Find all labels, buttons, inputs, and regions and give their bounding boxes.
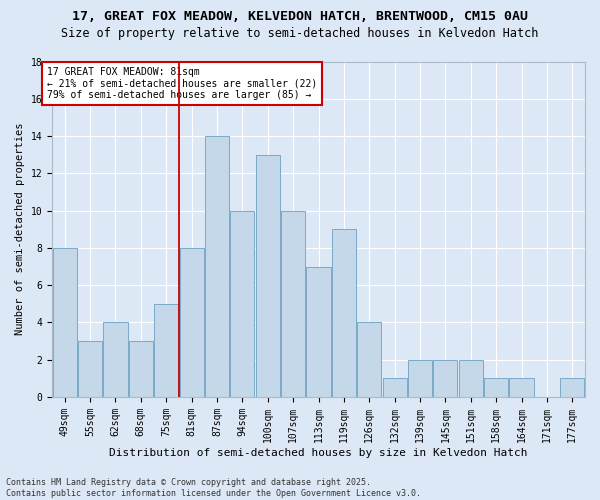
Bar [256, 154, 280, 397]
Bar [53, 248, 77, 397]
Y-axis label: Number of semi-detached properties: Number of semi-detached properties [15, 123, 25, 336]
Bar [154, 304, 178, 397]
Bar [357, 322, 382, 397]
X-axis label: Distribution of semi-detached houses by size in Kelvedon Hatch: Distribution of semi-detached houses by … [109, 448, 528, 458]
Bar [560, 378, 584, 397]
Bar [179, 248, 203, 397]
Bar [78, 341, 102, 397]
Text: Contains HM Land Registry data © Crown copyright and database right 2025.
Contai: Contains HM Land Registry data © Crown c… [6, 478, 421, 498]
Bar [205, 136, 229, 397]
Bar [383, 378, 407, 397]
Bar [307, 266, 331, 397]
Text: 17, GREAT FOX MEADOW, KELVEDON HATCH, BRENTWOOD, CM15 0AU: 17, GREAT FOX MEADOW, KELVEDON HATCH, BR… [72, 10, 528, 23]
Text: 17 GREAT FOX MEADOW: 81sqm
← 21% of semi-detached houses are smaller (22)
79% of: 17 GREAT FOX MEADOW: 81sqm ← 21% of semi… [47, 67, 317, 100]
Text: Size of property relative to semi-detached houses in Kelvedon Hatch: Size of property relative to semi-detach… [61, 28, 539, 40]
Bar [459, 360, 483, 397]
Bar [230, 210, 254, 397]
Bar [484, 378, 508, 397]
Bar [408, 360, 432, 397]
Bar [433, 360, 457, 397]
Bar [281, 210, 305, 397]
Bar [129, 341, 153, 397]
Bar [509, 378, 533, 397]
Bar [332, 229, 356, 397]
Bar [103, 322, 128, 397]
